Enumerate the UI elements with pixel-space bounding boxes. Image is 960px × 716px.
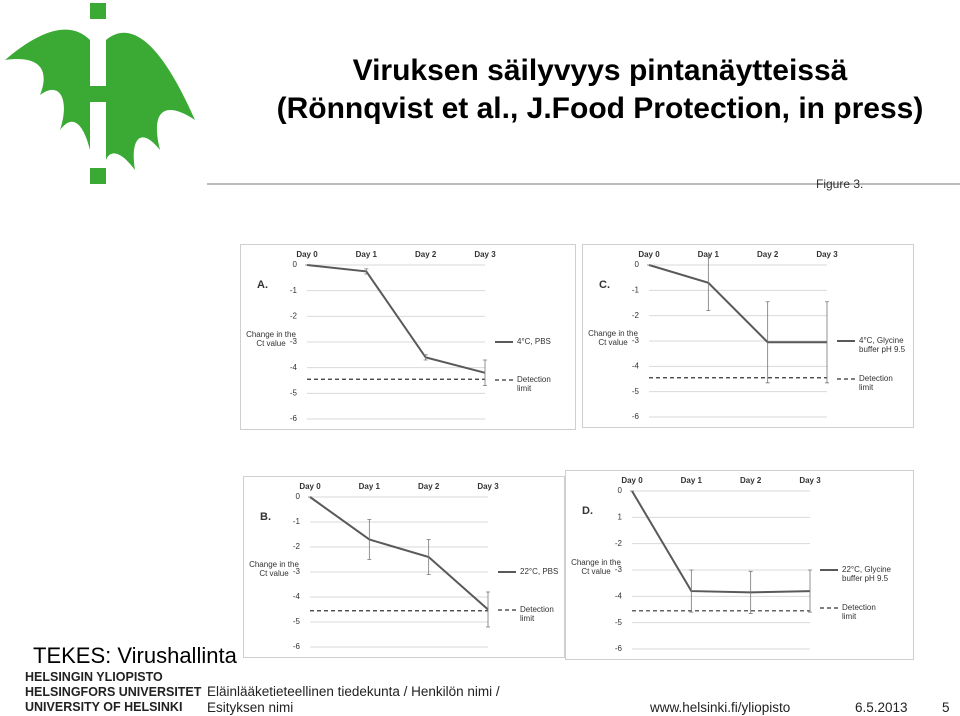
y-tick-label: -6 <box>293 642 301 651</box>
x-tick-label: Day 0 <box>638 250 660 259</box>
panel-label: D. <box>582 505 593 517</box>
y-tick-label: -2 <box>290 311 298 320</box>
y-tick-label: -1 <box>632 285 640 294</box>
subtitle: (Rönnqvist et al., J.Food Protection, in… <box>276 92 924 125</box>
panel: 0 1 -2 -3 -4 -5 -6 Day 0 Day 1 Day 2 Day 3 D. 22°C, … <box>565 470 914 660</box>
error-bar <box>825 301 829 384</box>
x-tick-label: Day 1 <box>356 250 378 259</box>
x-tick-label: Day 3 <box>799 476 821 485</box>
y-tick-label: -2 <box>615 539 623 548</box>
footer-left: TEKES: Virushallinta <box>33 643 237 669</box>
series-line <box>309 496 489 611</box>
series-line <box>306 264 486 374</box>
error-bar <box>808 569 812 613</box>
y-tick-label: -1 <box>293 517 301 526</box>
x-tick-label: Day 3 <box>477 482 499 491</box>
legend-label: Detection limit <box>842 603 876 621</box>
figure-label: Figure 3. <box>816 177 864 191</box>
y-tick-label: -6 <box>632 412 640 421</box>
error-bar <box>765 301 770 384</box>
x-tick-label: Day 2 <box>418 482 440 491</box>
logo-text: HELSINGIN YLIOPISTO HELSINGFORS UNIVERSI… <box>25 670 201 715</box>
x-tick-label: Day 0 <box>296 250 318 259</box>
legend-label: 4°C, Glycine buffer pH 9.5 <box>859 336 906 354</box>
date: 6.5.2013 <box>855 700 908 715</box>
y-tick-label: -6 <box>615 644 623 653</box>
error-bar <box>706 254 711 311</box>
y-tick-label: -5 <box>293 617 301 626</box>
y-axis-label: Change in the Ct value <box>249 560 299 578</box>
panel: 0 -1 -2 -3 -4 -5 -6 Day 0 Day 1 Day 2 Day 3 B. 22°C,… <box>243 476 565 658</box>
plot: 0 1 -2 -3 -4 -5 -6 Day 0 Day 1 Day 2 Day 3 D. <box>582 476 838 653</box>
error-bar <box>689 569 694 613</box>
legend-label: 22°C, PBS <box>520 567 559 576</box>
y-tick-label: -5 <box>615 618 623 627</box>
page-number: 5 <box>942 700 950 715</box>
y-tick-label: -2 <box>293 542 301 551</box>
plot: 0 -1 -2 -3 -4 -5 -6 Day 0 Day 1 Day 2 Day 3 A. <box>257 250 513 423</box>
x-tick-label: Day 0 <box>621 476 643 485</box>
faculty: Eläinlääketieteellinen tiedekunta / Henk… <box>207 684 500 699</box>
x-tick-label: Day 2 <box>757 250 779 259</box>
y-axis-label: Change in the Ct value <box>588 329 638 347</box>
x-tick-label: Day 3 <box>474 250 496 259</box>
x-tick-label: Day 2 <box>415 250 437 259</box>
legend-label: Detection limit <box>859 374 893 392</box>
error-bar <box>423 354 428 361</box>
logo-flame <box>5 3 195 184</box>
legend-label: 22°C, Glycine buffer pH 9.5 <box>842 565 891 583</box>
panel: 0 -1 -2 -3 -4 -5 -6 Day 0 Day 1 Day 2 Day 3 C. 4°C, … <box>582 244 914 428</box>
y-tick-label: 0 <box>618 486 623 495</box>
y-tick-label: -4 <box>615 591 623 600</box>
x-tick-label: Day 1 <box>359 482 381 491</box>
y-tick-label: -3 <box>632 336 640 345</box>
y-axis-label: Change in the Ct value <box>571 558 621 576</box>
error-bar <box>367 519 372 560</box>
legend-label: 4°C, PBS <box>517 337 551 346</box>
panel-label: A. <box>257 279 268 291</box>
presentation: Esityksen nimi <box>207 700 294 715</box>
panel-label: C. <box>599 279 610 291</box>
y-tick-label: -6 <box>290 414 298 423</box>
y-tick-label: -4 <box>290 363 298 372</box>
plot: 0 -1 -2 -3 -4 -5 -6 Day 0 Day 1 Day 2 Day 3 B. <box>260 482 516 651</box>
logo-line: HELSINGFORS UNIVERSITET <box>25 685 202 699</box>
y-tick-label: -2 <box>632 311 640 320</box>
error-bar <box>748 570 753 614</box>
y-tick-label: 1 <box>618 512 623 521</box>
y-tick-label: -4 <box>293 592 301 601</box>
y-tick-label: -3 <box>290 337 298 346</box>
legend-label: Detection limit <box>517 375 551 393</box>
y-tick-label: -3 <box>293 567 301 576</box>
url: www.helsinki.fi/yliopisto <box>650 700 791 715</box>
logo-line: HELSINGIN YLIOPISTO <box>25 670 163 684</box>
y-tick-label: 0 <box>296 492 301 501</box>
series-line <box>648 264 827 344</box>
y-tick-label: -5 <box>290 388 298 397</box>
title: Viruksen säilyvyys pintanäytteissä <box>352 54 848 87</box>
error-bar <box>364 268 369 275</box>
error-bar <box>483 359 487 387</box>
x-tick-label: Day 3 <box>816 250 838 259</box>
rule <box>207 183 960 185</box>
legend-label: Detection limit <box>520 605 554 623</box>
y-tick-label: 0 <box>635 260 640 269</box>
panel-label: B. <box>260 511 271 523</box>
series-line <box>631 490 811 594</box>
logo-line: UNIVERSITY OF HELSINKI <box>25 700 183 714</box>
y-tick-label: 0 <box>293 260 298 269</box>
y-axis-label: Change in the Ct value <box>246 330 296 348</box>
error-bar <box>426 539 431 575</box>
error-bar <box>486 591 490 628</box>
x-tick-label: Day 1 <box>681 476 703 485</box>
y-tick-label: -1 <box>290 286 298 295</box>
x-tick-label: Day 0 <box>299 482 321 491</box>
y-tick-label: -3 <box>615 565 623 574</box>
panel: 0 -1 -2 -3 -4 -5 -6 Day 0 Day 1 Day 2 Day 3 A. 4°C, … <box>240 244 576 430</box>
y-tick-label: -4 <box>632 361 640 370</box>
y-tick-label: -5 <box>632 387 640 396</box>
x-tick-label: Day 2 <box>740 476 762 485</box>
